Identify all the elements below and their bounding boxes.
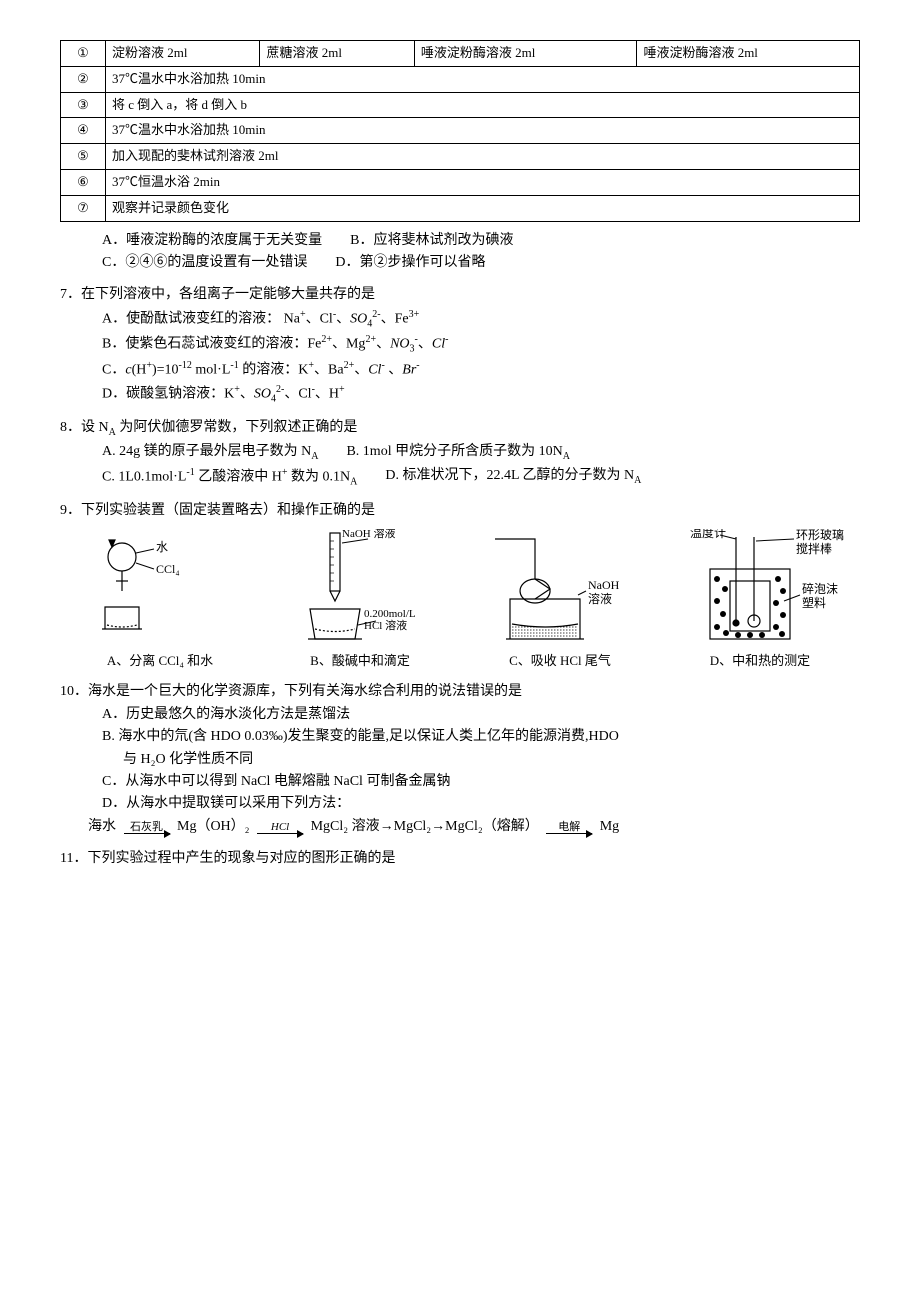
table-row-num: ⑦ bbox=[61, 195, 106, 221]
q7-optD: D．碳酸氢钠溶液：K+、SO42-、Cl-、H+ bbox=[102, 382, 860, 407]
q10: 10．海水是一个巨大的化学资源库，下列有关海水综合利用的说法错误的是 A．历史最… bbox=[60, 681, 860, 838]
dD-foam-label1: 碎泡沫 bbox=[802, 581, 838, 596]
q8-stem: 8．设 NA 为阿伏伽德罗常数，下列叙述正确的是 bbox=[60, 417, 860, 441]
dB-hcl-label2: HCl 溶液 bbox=[364, 618, 407, 632]
dB-naoh-label: NaOH 溶液 bbox=[342, 529, 395, 540]
dD-rod-label2: 搅拌棒 bbox=[796, 541, 832, 556]
q8-optB: B. 1mol 甲烷分子所含质子数为 10NA bbox=[346, 441, 569, 465]
dD-rod-label1: 环形玻璃 bbox=[796, 529, 844, 542]
dD-temp-label: 温度计 bbox=[690, 529, 726, 540]
table-cell: 将 c 倒入 a，将 d 倒入 b bbox=[106, 92, 860, 118]
table-cell: 37℃恒温水浴 2min bbox=[106, 169, 860, 195]
table-cell: 唾液淀粉酶溶液 2ml bbox=[414, 41, 637, 67]
table-cell: 37℃温水中水浴加热 10min bbox=[106, 118, 860, 144]
table-row-num: ③ bbox=[61, 92, 106, 118]
q10-optB: B. 海水中的氘(含 HDO 0.03‰)发生聚变的能量,足以保证人类上亿年的能… bbox=[102, 726, 860, 771]
table-row-num: ① bbox=[61, 41, 106, 67]
q8-optD: D. 标准状况下，22.4L 乙醇的分子数为 NA bbox=[385, 465, 641, 490]
table-cell: 加入现配的斐林试剂溶液 2ml bbox=[106, 144, 860, 170]
q7-optC: C．c(H+)=10-12 mol·L-1 的溶液：K+、Ba2+、Cl- 、B… bbox=[102, 358, 860, 382]
q6-optA: A．唾液淀粉酶的浓度属于无关变量 bbox=[102, 230, 322, 252]
q7: 7．在下列溶液中，各组离子一定能够大量共存的是 A．使酚酞试液变红的溶液： Na… bbox=[60, 284, 860, 407]
table-row-num: ④ bbox=[61, 118, 106, 144]
q10-optC: C．从海水中可以得到 NaCl 电解熔融 NaCl 可制备金属钠 bbox=[102, 771, 860, 793]
table-cell: 唾液淀粉酶溶液 2ml bbox=[637, 41, 860, 67]
q9-labB: B、酸碱中和滴定 bbox=[260, 651, 460, 672]
q9-labC: C、吸收 HCl 尾气 bbox=[460, 651, 660, 672]
q9-captions: A、分离 CCl₄ 和水 B、酸碱中和滴定 C、吸收 HCl 尾气 D、中和热的… bbox=[60, 651, 860, 672]
dA-ccl4-label: CCl₄ bbox=[156, 562, 180, 576]
q6-optD: D．第②步操作可以省略 bbox=[335, 252, 485, 274]
table-cell: 观察并记录颜色变化 bbox=[106, 195, 860, 221]
q9-labA: A、分离 CCl₄ 和水 bbox=[60, 651, 260, 672]
diagram-B: NaOH 溶液 0.200mol/L HCl 溶液 bbox=[270, 529, 440, 649]
table-cell: 蔗糖溶液 2ml bbox=[260, 41, 414, 67]
q6-options: A．唾液淀粉酶的浓度属于无关变量 B．应将斐林试剂改为碘液 C．②④⑥的温度设置… bbox=[102, 230, 860, 275]
q7-optB: B．使紫色石蕊试液变红的溶液：Fe2+、Mg2+、NO3-、Cl- bbox=[102, 332, 860, 357]
q10-chain: 海水 石灰乳 Mg（OH）₂ HCl MgCl₂ 溶液→MgCl₂→MgCl₂（… bbox=[88, 816, 860, 838]
diagram-A: 水 CCl₄ bbox=[60, 529, 230, 649]
q7-optA: A．使酚酞试液变红的溶液： Na+、Cl-、SO42-、Fe3+ bbox=[102, 307, 860, 332]
dD-foam-label2: 塑料 bbox=[802, 595, 826, 610]
dC-naoh-label2: 溶液 bbox=[588, 591, 612, 606]
q11: 11．下列实验过程中产生的现象与对应的图形正确的是 bbox=[60, 848, 860, 870]
q8-optC: C. 1L0.1mol·L-1 乙酸溶液中 H+ 数为 0.1NA bbox=[102, 465, 357, 490]
q11-stem: 11．下列实验过程中产生的现象与对应的图形正确的是 bbox=[60, 848, 860, 870]
q9-labD: D、中和热的测定 bbox=[660, 651, 860, 672]
q10-optA: A．历史最悠久的海水淡化方法是蒸馏法 bbox=[102, 704, 860, 726]
table-row-num: ⑥ bbox=[61, 169, 106, 195]
table-cell: 淀粉溶液 2ml bbox=[106, 41, 260, 67]
dB-hcl-label1: 0.200mol/L bbox=[364, 608, 416, 620]
q8-optA: A. 24g 镁的原子最外层电子数为 NA bbox=[102, 441, 318, 465]
experiment-table: ①淀粉溶液 2ml蔗糖溶液 2ml唾液淀粉酶溶液 2ml唾液淀粉酶溶液 2ml②… bbox=[60, 40, 860, 222]
table-row-num: ⑤ bbox=[61, 144, 106, 170]
q6-optB: B．应将斐林试剂改为碘液 bbox=[350, 230, 513, 252]
q8: 8．设 NA 为阿伏伽德罗常数，下列叙述正确的是 A. 24g 镁的原子最外层电… bbox=[60, 417, 860, 490]
diagram-C: NaOH 溶液 bbox=[480, 529, 650, 649]
diagram-D: 温度计 环形玻璃 搅拌棒 碎泡沫 塑料 bbox=[690, 529, 860, 649]
table-row-num: ② bbox=[61, 66, 106, 92]
dA-water-label: 水 bbox=[156, 540, 168, 554]
q10-stem: 10．海水是一个巨大的化学资源库，下列有关海水综合利用的说法错误的是 bbox=[60, 681, 860, 703]
q9: 9．下列实验装置（固定装置略去）和操作正确的是 水 CCl₄ bbox=[60, 500, 860, 671]
q10-optD: D．从海水中提取镁可以采用下列方法： bbox=[102, 793, 860, 815]
q6-optC: C．②④⑥的温度设置有一处错误 bbox=[102, 252, 307, 274]
q7-stem: 7．在下列溶液中，各组离子一定能够大量共存的是 bbox=[60, 284, 860, 306]
dC-naoh-label1: NaOH bbox=[588, 578, 620, 592]
table-cell: 37℃温水中水浴加热 10min bbox=[106, 66, 860, 92]
q9-stem: 9．下列实验装置（固定装置略去）和操作正确的是 bbox=[60, 500, 860, 522]
